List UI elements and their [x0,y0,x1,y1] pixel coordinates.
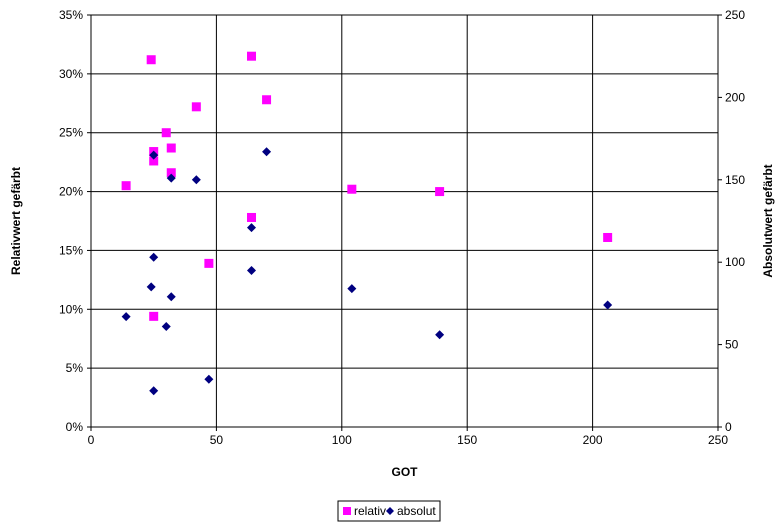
absolut-point [191,175,201,185]
left-y-tick-label: 15% [59,243,83,257]
legend-relativ-label: relativ [354,504,386,518]
x-tick-label: 150 [457,433,477,447]
absolut-point [149,252,159,262]
x-tick-label: 100 [332,433,352,447]
relativ-point [121,181,131,191]
relativ-point [146,55,156,65]
left-y-tick-label: 10% [59,302,83,316]
relativ-point [161,128,171,138]
relativ-point [149,311,159,321]
left-y-axis-ticks: 0% 5% 10% 15% 20% 25% 30% 35% [59,8,91,434]
x-tick-label: 50 [210,433,224,447]
absolut-point [161,321,171,331]
relativ-point [247,51,257,61]
x-axis-title: GOT [392,465,419,479]
left-y-tick-label: 0% [66,420,84,434]
grid [90,14,719,428]
right-y-tick-label: 100 [725,255,745,269]
relativ-point [435,187,445,197]
absolut-point [247,223,257,233]
legend-absolut-marker [386,507,394,515]
legend-relativ-marker [343,507,351,515]
x-tick-label: 200 [583,433,603,447]
absolut-point [149,150,159,160]
x-axis-ticks: 0 50 100 150 200 250 [88,427,728,447]
right-y-tick-label: 250 [725,8,745,22]
absolut-point [262,147,272,157]
relativ-point [262,95,272,105]
absolut-point [121,312,131,322]
left-y-tick-label: 20% [59,185,83,199]
legend-absolut-label: absolut [397,504,436,518]
left-y-tick-label: 5% [66,361,84,375]
left-y-tick-label: 30% [59,67,83,81]
left-y-axis-title: Relativwert gefärbt [9,167,23,275]
plot-area [90,14,719,428]
absolut-point [166,292,176,302]
relativ-point [191,102,201,112]
absolut-point [166,173,176,183]
absolut-point [435,330,445,340]
x-tick-label: 0 [88,433,95,447]
data-points [121,51,613,396]
right-y-axis-title: Absolutwert gefärbt [761,164,775,277]
legend: relativ absolut [337,500,441,522]
absolut-point [247,265,257,275]
absolut-point [347,284,357,294]
left-y-tick-label: 35% [59,8,83,22]
relativ-point [149,156,159,166]
absolut-point [204,374,214,384]
absolut-point [149,386,159,396]
relativ-point [166,168,176,178]
relativ-point [204,258,214,268]
left-y-tick-label: 25% [59,126,83,140]
absolut-point [603,300,613,310]
relativ-point [603,232,613,242]
relativ-point [347,184,357,194]
right-y-tick-label: 150 [725,173,745,187]
right-y-tick-label: 0 [725,420,732,434]
absolut-point [146,282,156,292]
relativ-point [247,212,257,222]
relativ-point [166,143,176,153]
right-y-axis-ticks: 0 50 100 150 200 250 [718,8,745,434]
x-tick-label: 250 [708,433,728,447]
right-y-tick-label: 50 [725,338,739,352]
right-y-tick-label: 200 [725,90,745,104]
